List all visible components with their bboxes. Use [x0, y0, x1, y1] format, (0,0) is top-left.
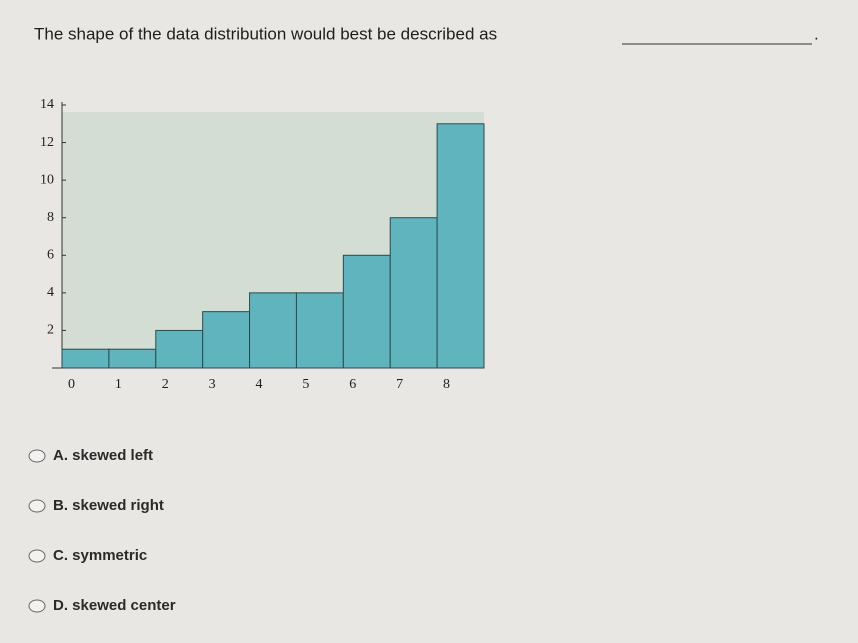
bar	[202, 311, 251, 369]
x-tick-label: 2	[162, 377, 169, 392]
x-tick-label: 8	[443, 377, 450, 392]
y-tick-label: 8	[47, 210, 54, 225]
x-tick-label: 4	[256, 377, 263, 392]
option-label[interactable]: A. skewed left	[53, 447, 153, 464]
x-tick-label: 1	[115, 377, 122, 392]
option-label[interactable]: B. skewed right	[53, 497, 164, 514]
bar	[342, 254, 391, 369]
bar	[249, 292, 297, 369]
y-tick-label: 4	[47, 285, 54, 300]
y-tick-label: 10	[40, 172, 54, 187]
radio-button[interactable]	[28, 599, 46, 613]
y-tick-label: 6	[47, 248, 54, 263]
y-tick-label: 14	[40, 97, 54, 112]
bar	[155, 329, 204, 369]
x-tick-label: 0	[68, 377, 75, 392]
option-label[interactable]: C. symmetric	[53, 547, 147, 564]
radio-button[interactable]	[28, 499, 46, 513]
bar	[61, 348, 110, 369]
radio-button[interactable]	[28, 549, 46, 563]
question-text: The shape of the data distribution would…	[34, 24, 497, 43]
x-tick-label: 7	[396, 377, 403, 392]
question-end: .	[814, 24, 819, 43]
bar	[295, 292, 344, 369]
bar	[389, 217, 438, 369]
x-tick-label: 3	[209, 377, 216, 392]
x-tick-label: 5	[302, 377, 309, 392]
option-label[interactable]: D. skewed center	[53, 597, 176, 614]
y-tick-label: 2	[47, 323, 54, 338]
bar	[108, 348, 157, 369]
x-tick-label: 6	[349, 377, 356, 392]
bar	[436, 123, 485, 369]
radio-button[interactable]	[28, 449, 46, 463]
y-tick-label: 12	[40, 135, 54, 150]
